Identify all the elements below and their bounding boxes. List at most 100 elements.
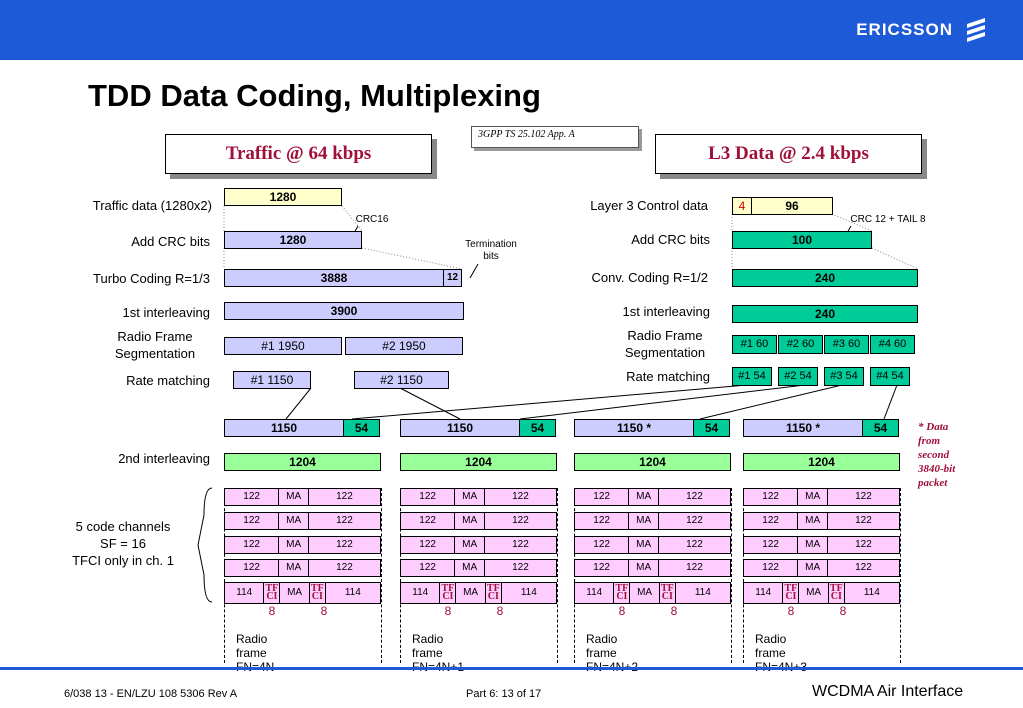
code-channel-field: MA [629,489,659,505]
frame-boundary [381,488,382,663]
code-channel-field: 122 [401,560,456,576]
data-note-line: packet [918,477,948,489]
code-channel-field: 122 [225,560,280,576]
code-channel-field: MA [279,513,309,529]
tfci-field: TF CI [310,583,326,603]
label-1st-interleaving: 1st interleaving [122,305,210,320]
right-rate-match-block: #2 54 [778,367,818,386]
tfci-label: CI [442,591,454,602]
radio-frame-label: Radio frame FN=4N [236,632,274,674]
crc12-note: CRC 12 + TAIL 8 [850,214,926,225]
tfci-bits-label: 8 [618,604,626,618]
label-rfs-2: Segmentation [114,346,196,361]
code-channel-field: 122 [401,489,456,505]
code-channel-field: MA [455,489,485,505]
tfci-row-field: MA [280,583,310,603]
code-channel-field: 122 [686,539,703,550]
code-channel-field: 122 [744,560,799,576]
tfci-channel-row: 114 TF CI MA TF CI 114 [743,582,900,604]
tfci-label: TF [660,583,674,594]
tfci-bits-label: 8 [444,604,452,618]
label-layer3: Layer 3 Control data [590,198,708,213]
data-note-line: 3840-bit [918,463,956,475]
code-channel-field: 122 [336,491,353,502]
code-channel-field: 122 [744,513,799,529]
frame-traffic-block: 1150 * [574,419,694,437]
label-add-crc: Add CRC bits [131,234,210,249]
termination-note-2: bits [483,251,499,262]
code-channel-row: 122 MA 122 [400,488,557,506]
tfci-bits-label: 8 [320,604,328,618]
label-tfci-channel: TFCI only in ch. 1 [72,553,174,568]
code-channel-field: 122 [744,489,799,505]
code-channel-field: MA [629,513,659,529]
code-channel-row: 122 MA 122 [224,488,381,506]
right-segments: #1 60 #2 60 #3 60 #4 60 [732,335,915,354]
code-channel-row: 122 MA 122 [574,536,731,554]
code-channel-row: 122 MA 122 [574,559,731,577]
right-interleave-block: 240 [732,305,918,323]
tfci-bits-label: 8 [839,604,847,618]
tfci-label: CI [616,591,628,602]
right-segment-block: #4 60 [870,335,915,354]
tfci-label: TF [829,583,843,594]
code-channel-field: 122 [401,537,456,553]
crc-block: 1280 [224,231,362,249]
rate-match-1-block: #1 1150 [233,371,311,389]
tail-bits-block: 12 [443,269,462,287]
label-rate-matching: Rate matching [126,373,210,388]
label-sf: SF = 16 [100,536,146,551]
code-channel-field: MA [279,537,309,553]
turbo-block: 3888 [224,269,444,287]
code-channel-field: MA [798,489,828,505]
frame-boundary [900,488,901,663]
frame-control-block: 54 [862,419,899,437]
tfci-row-field: 114 [575,583,615,603]
frame-traffic-block: 1150 * [743,419,863,437]
tfci-row-field: 114 [744,583,784,603]
tfci-channel-row: 114 TF CI MA TF CI 114 [574,582,731,604]
right-rate-match-block: #1 54 [732,367,772,386]
tfci-row-field: MA [456,583,486,603]
code-channel-field: 122 [855,539,872,550]
code-channel-row: 122 MA 122 [574,512,731,530]
label-rfs-right-2: Segmentation [624,345,706,360]
label-rfs-1: Radio Frame [117,329,193,344]
code-channel-field: MA [279,489,309,505]
code-channel-field: 122 [686,515,703,526]
page-title: TDD Data Coding, Multiplexing [88,78,541,113]
reference-note: 3GPP TS 25.102 App. A [471,126,639,148]
code-channel-row: 122 MA 122 [743,559,900,577]
code-channel-field: 122 [225,489,280,505]
code-channel-field: 122 [686,491,703,502]
frame-control-block: 54 [519,419,556,437]
label-conv-coding: Conv. Coding R=1/2 [591,270,708,285]
segment-1-block: #1 1950 [224,337,342,355]
code-channel-field: 122 [336,562,353,573]
code-channel-field: 122 [512,515,529,526]
code-channel-row: 122 MA 122 [224,559,381,577]
code-channel-row: 122 MA 122 [400,512,557,530]
radio-frame-label: Radio frame FN=4N+2 [586,632,638,674]
left-header: Traffic @ 64 kbps [165,134,432,174]
code-channel-field: MA [455,537,485,553]
tfci-field: TF CI [783,583,800,603]
data-note-line: second [918,449,950,461]
tfci-row-field: 114 [344,587,361,598]
rate-match-2-block: #2 1150 [354,371,449,389]
crc16-note: CRC16 [355,214,389,225]
l3-block: 96 [751,197,833,215]
frame-control-block: 54 [343,419,380,437]
data-note-line: from [918,435,940,447]
code-channel-field: 122 [855,491,872,502]
code-channel-row: 122 MA 122 [224,512,381,530]
code-channel-field: 122 [575,513,630,529]
frame-traffic-block: 1150 [224,419,344,437]
code-channel-field: 122 [336,539,353,550]
tfci-label: TF [310,583,324,594]
label-1st-interleaving-right: 1st interleaving [622,304,710,319]
segment-2-block: #2 1950 [345,337,463,355]
frame-boundary [557,488,558,663]
label-code-channels: 5 code channels [75,519,171,534]
tfci-field: TF CI [486,583,502,603]
